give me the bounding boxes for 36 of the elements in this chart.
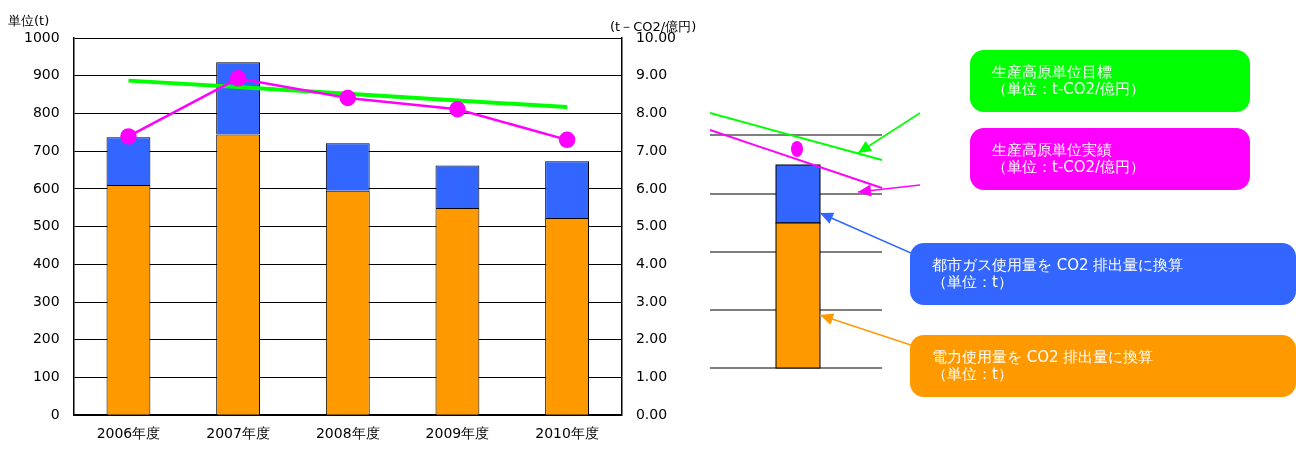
text: 電力使用量を CO2 排出量に換算（単位：t） <box>910 335 1296 397</box>
y-tick-label: 1000 <box>23 28 60 45</box>
y2-tick-label: 4.00 <box>635 254 668 271</box>
point <box>558 131 576 149</box>
point <box>339 89 357 107</box>
y-tick-label: 200 <box>32 330 60 347</box>
point <box>229 70 247 87</box>
y-tick-label: 700 <box>32 141 60 158</box>
text: 生産高原単位目標（単位：t-CO2/億円） <box>970 50 1250 112</box>
y2-tick-label: 8.00 <box>635 104 668 121</box>
y-tick-label: 100 <box>32 368 60 385</box>
x-tick-label: 2006年度 <box>96 425 161 442</box>
y2-tick-label: 9.00 <box>635 66 668 83</box>
y2-tick-label: 2.00 <box>635 330 668 347</box>
y-tick-label: 400 <box>32 254 60 271</box>
y-tick-label: 0 <box>50 405 60 422</box>
x-tick-label: 2010年度 <box>535 425 599 442</box>
point <box>449 101 466 118</box>
y2-tick-label: 1.00 <box>635 368 668 385</box>
x-tick-label: 2009年度 <box>425 425 490 442</box>
y-tick-label: 500 <box>32 217 60 234</box>
y2-tick-label: 7.00 <box>635 141 668 158</box>
x-tick-label: 2008年度 <box>315 425 380 442</box>
y2-tick-label: 0.00 <box>635 405 668 422</box>
x-tick-label: 2007年度 <box>206 425 270 442</box>
y2-tick-label: 3.00 <box>635 292 668 309</box>
text: 生産高原単位実績（単位：t-CO2/億円） <box>970 128 1250 190</box>
text: 都市ガス使用量を CO2 排出量に換算（単位：t） <box>910 243 1296 305</box>
y2-tick-label: 6.00 <box>635 179 668 196</box>
y-axis-title: 単位(t) <box>8 12 50 30</box>
y-tick-label: 800 <box>32 104 60 121</box>
y-tick-label: 600 <box>32 179 60 196</box>
y-tick-label: 300 <box>32 292 60 309</box>
point <box>120 128 137 145</box>
y2-tick-label: 5.00 <box>635 217 668 234</box>
y-tick-label: 900 <box>32 66 60 83</box>
